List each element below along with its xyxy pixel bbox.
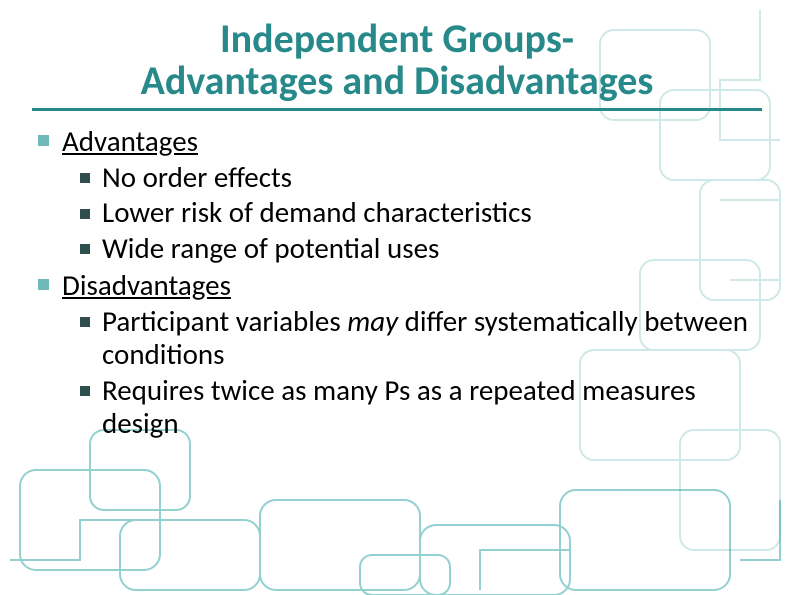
italic-word: may <box>347 303 398 339</box>
section-heading: Disadvantages <box>62 267 231 303</box>
section-heading: Advantages <box>62 123 198 159</box>
title-line-1: Independent Groups- <box>32 18 762 60</box>
disadvantages-items: Participant variables may differ systema… <box>62 305 766 440</box>
bullet-list: Advantages No order effects Lower risk o… <box>28 123 766 440</box>
slide-title: Independent Groups- Advantages and Disad… <box>32 18 762 111</box>
list-item: No order effects <box>62 161 766 194</box>
section-advantages: Advantages No order effects Lower risk o… <box>28 123 766 265</box>
advantages-items: No order effects Lower risk of demand ch… <box>62 161 766 265</box>
title-line-2: Advantages and Disadvantages <box>32 60 762 102</box>
list-item: Requires twice as many Ps as a repeated … <box>62 374 766 441</box>
list-item: Lower risk of demand characteristics <box>62 196 766 229</box>
section-disadvantages: Disadvantages Participant variables may … <box>28 267 766 440</box>
list-item: Participant variables may differ systema… <box>62 305 766 372</box>
list-item: Wide range of potential uses <box>62 232 766 265</box>
slide-content: Independent Groups- Advantages and Disad… <box>0 0 794 440</box>
